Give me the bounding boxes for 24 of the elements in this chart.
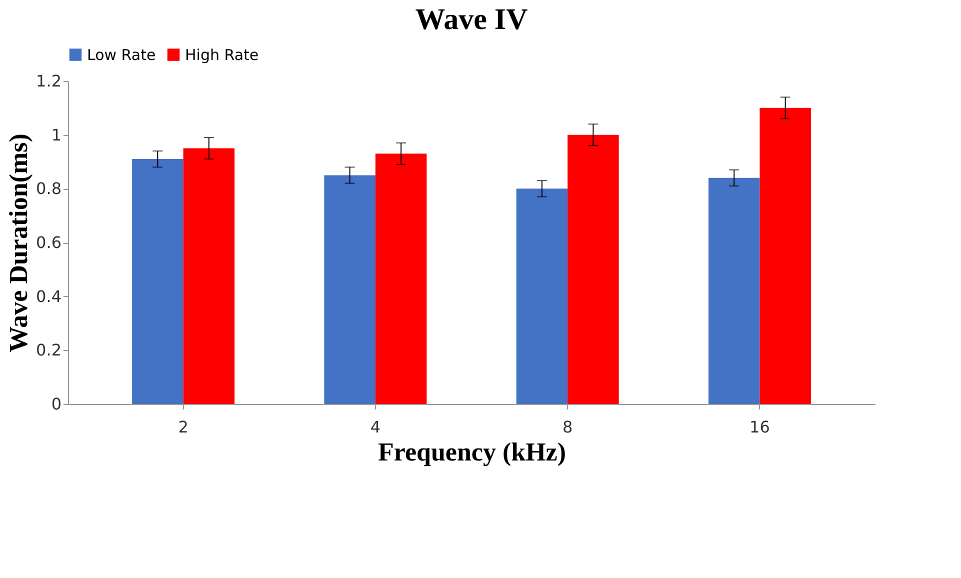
bar	[708, 178, 760, 404]
bar	[324, 175, 376, 404]
x-tick-label: 2	[178, 418, 188, 436]
legend-label: Low Rate	[87, 46, 156, 64]
y-tick-label: 0.4	[36, 286, 62, 306]
chart-title: Wave IV	[415, 3, 528, 36]
x-tick-label: 8	[562, 418, 573, 436]
bar	[760, 108, 811, 404]
bar	[516, 188, 568, 404]
y-tick-label: 0.8	[36, 179, 62, 198]
x-tick-label: 16	[750, 418, 770, 436]
bar	[183, 148, 235, 404]
y-tick-label: 0.2	[36, 340, 62, 360]
x-axis-title: Frequency (kHz)	[378, 438, 566, 466]
y-tick-label: 0.6	[36, 233, 62, 252]
y-tick-label: 1	[51, 125, 62, 144]
legend-label: High Rate	[185, 46, 259, 64]
bar	[568, 134, 619, 404]
x-tick-label: 4	[370, 418, 381, 436]
bar	[132, 159, 184, 404]
y-tick-label: 0	[51, 394, 62, 414]
y-axis-title: Wave Duration(ms)	[4, 134, 34, 352]
bar	[375, 154, 427, 404]
y-tick-label: 1.2	[36, 72, 62, 90]
